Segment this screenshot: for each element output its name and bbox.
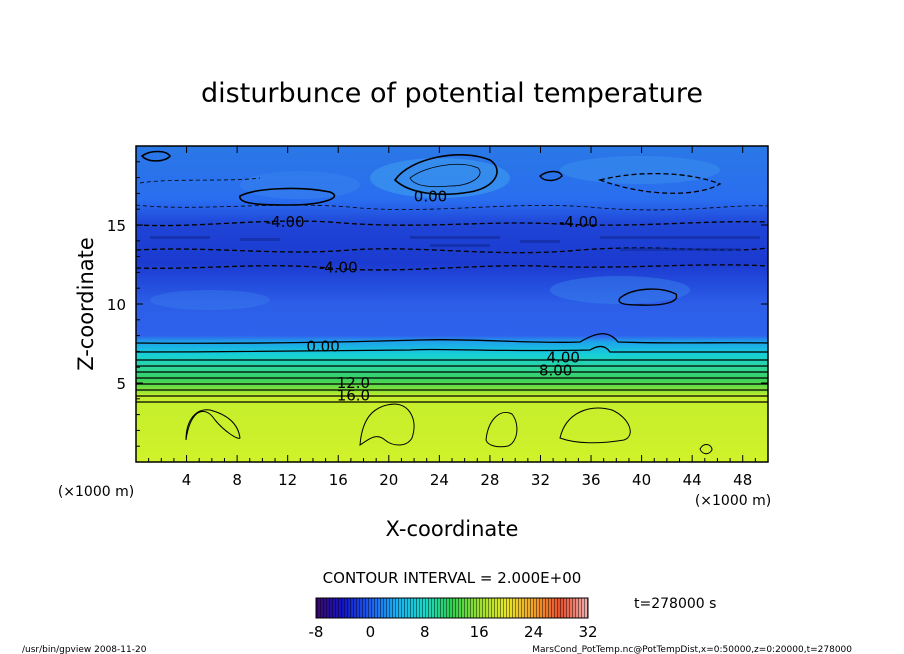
lower-contours bbox=[185, 403, 713, 455]
contour-label: 16.0 bbox=[337, 387, 370, 405]
colorbar-frame bbox=[315, 597, 589, 619]
contour-label: 4.00 bbox=[547, 349, 580, 367]
chart-title: disturbunce of potential temperature bbox=[201, 78, 703, 109]
x-axis-label: X-coordinate bbox=[386, 517, 519, 541]
contour-label: -4.00 bbox=[319, 259, 358, 277]
x-tick-label: 4 bbox=[182, 471, 192, 489]
field-patch bbox=[560, 156, 720, 184]
contour-lines bbox=[136, 150, 768, 455]
field-patch bbox=[240, 171, 360, 199]
colorbar-tick-label: 32 bbox=[578, 623, 597, 641]
x-tick-label: 24 bbox=[430, 471, 449, 489]
field-patch bbox=[550, 276, 690, 304]
colorbar-tick-labels: -8 0 8 16 24 32 bbox=[309, 623, 598, 641]
contour-label: 0.00 bbox=[306, 338, 339, 356]
noise-texture bbox=[150, 236, 760, 251]
contour-label: -4.00 bbox=[266, 213, 305, 231]
footer-right: MarsCond_PotTemp.nc@PotTempDist,x=0:5000… bbox=[532, 645, 852, 654]
contour-label: 8.00 bbox=[539, 361, 572, 379]
x-tick-label: 8 bbox=[232, 471, 242, 489]
x-tick-label: 36 bbox=[581, 471, 600, 489]
y-tick-label: 15 bbox=[107, 217, 126, 235]
contour-labels: 0.00 -4.00 -4.00 -4.00 0.00 4.008.00 12.016.0 bbox=[266, 188, 598, 405]
x-tick-label: 28 bbox=[480, 471, 499, 489]
colorbar-tick-label: 16 bbox=[470, 623, 489, 641]
colorbar bbox=[315, 597, 589, 619]
x-axis-ticks: 4 8 12 16 20 24 28 32 36 40 44 48 bbox=[148, 146, 756, 489]
x-tick-label: 12 bbox=[278, 471, 297, 489]
x-unit-right: (×1000 m) bbox=[695, 493, 771, 509]
colorbar-tick-label: 8 bbox=[420, 623, 430, 641]
field-patch bbox=[150, 290, 270, 310]
x-tick-label: 16 bbox=[329, 471, 348, 489]
x-unit-left: (×1000 m) bbox=[58, 484, 134, 500]
x-tick-label: 20 bbox=[379, 471, 398, 489]
x-tick-label: 44 bbox=[683, 471, 702, 489]
plot-area bbox=[136, 146, 768, 462]
y-tick-label: 10 bbox=[107, 296, 126, 314]
colorbar-tick-label: 0 bbox=[366, 623, 376, 641]
y-axis-label: Z-coordinate bbox=[74, 237, 98, 371]
x-tick-label: 40 bbox=[632, 471, 651, 489]
colorbar-tick-label: -8 bbox=[309, 623, 324, 641]
y-axis-ticks: 5 10 15 bbox=[107, 161, 768, 447]
time-label: t=278000 s bbox=[634, 596, 716, 612]
contour-label: 0.00 bbox=[414, 188, 447, 206]
contour-interval-label: CONTOUR INTERVAL = 2.000E+00 bbox=[323, 569, 582, 587]
colorbar-tick-label: 24 bbox=[524, 623, 543, 641]
y-tick-label: 5 bbox=[116, 375, 126, 393]
colorbar-levels bbox=[316, 598, 588, 618]
contour-label: 12.0 bbox=[337, 374, 370, 392]
x-tick-label: 32 bbox=[531, 471, 550, 489]
x-tick-label: 48 bbox=[733, 471, 752, 489]
contour-label: -4.00 bbox=[559, 213, 598, 231]
warm-anomaly-patch bbox=[370, 158, 510, 198]
footer-left: /usr/bin/gpview 2008-11-20 bbox=[22, 645, 147, 654]
